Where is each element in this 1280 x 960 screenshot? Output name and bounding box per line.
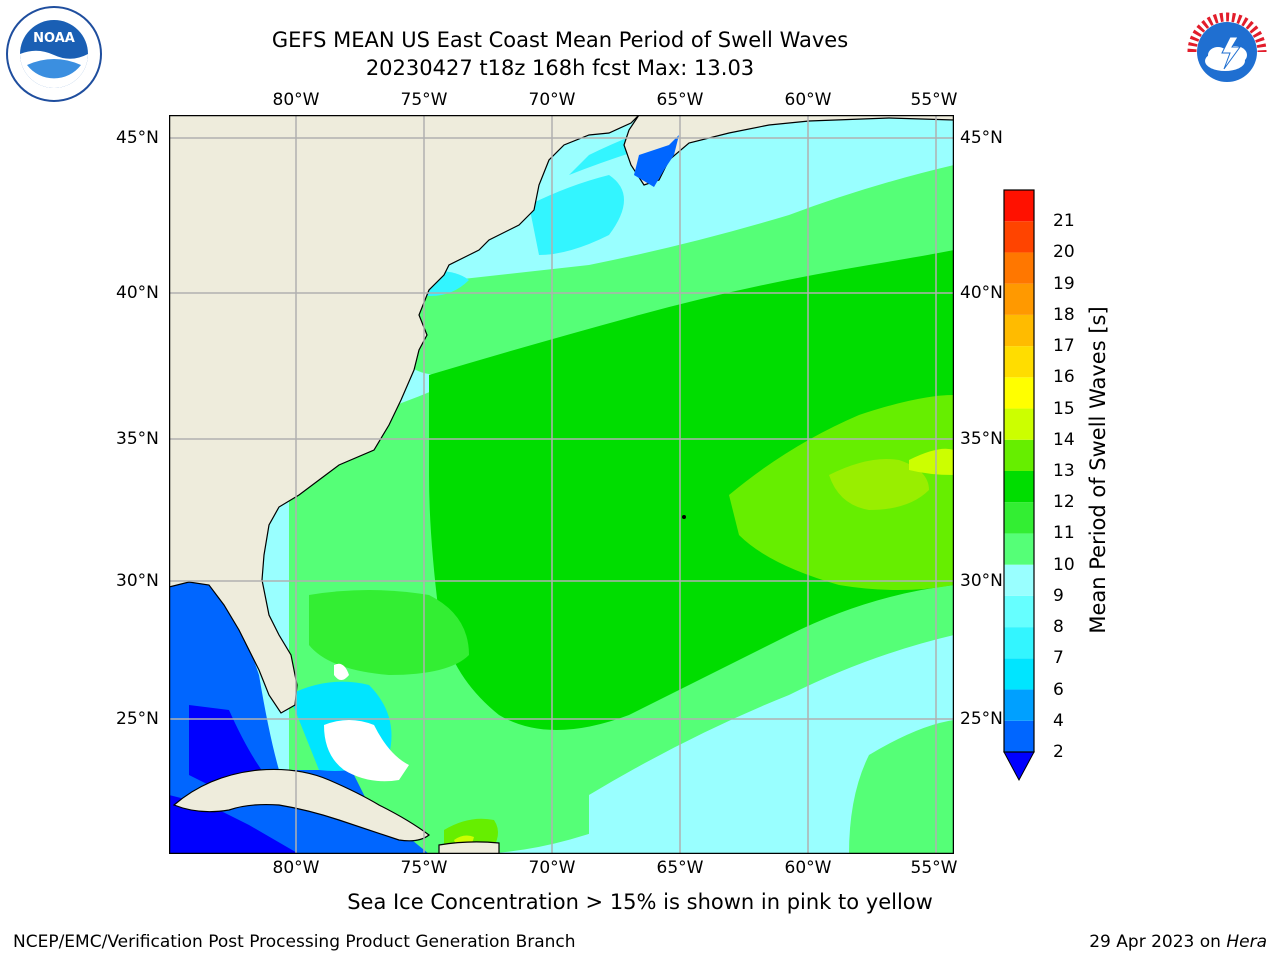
noaa-logo: NOAA — [6, 6, 102, 102]
colorbar-segment — [1004, 720, 1034, 752]
colorbar-segment — [1004, 283, 1034, 315]
date-stamp: 29 Apr 2023 on Hera — [1089, 932, 1267, 952]
colorbar-tick-label: 11 — [1053, 523, 1075, 544]
lat-label-right: 40°N — [960, 283, 1003, 303]
colorbar-tick-label: 9 — [1053, 585, 1064, 606]
cuba-landmass — [172, 768, 430, 842]
colorbar-segment — [1004, 595, 1034, 628]
sea-ice-note: Sea Ice Concentration > 15% is shown in … — [347, 890, 933, 914]
colorbar-tick-label: 10 — [1053, 554, 1075, 575]
colorbar-segment — [1004, 471, 1034, 503]
colorbar-tick-label: 17 — [1053, 336, 1075, 357]
colorbar-segment — [1004, 377, 1034, 409]
nws-logo — [1181, 6, 1273, 98]
lon-label-top: 65°W — [656, 90, 704, 110]
lat-label-right: 45°N — [960, 128, 1003, 148]
colorbar-segment — [1004, 502, 1034, 534]
colorbar-tick-label: 13 — [1053, 461, 1075, 481]
lon-label-bottom: 70°W — [528, 858, 576, 878]
us-landmass — [169, 115, 640, 714]
colorbar-tick-label: 2 — [1053, 742, 1064, 762]
graticule — [169, 115, 954, 854]
colorbar-segment — [1004, 314, 1034, 347]
lat-label-left: 30°N — [116, 571, 159, 591]
colorbar-tick-label: 16 — [1053, 367, 1075, 388]
colorbar-segment — [1004, 190, 1034, 222]
colorbar — [1003, 189, 1035, 782]
colorbar-tick-label: 19 — [1053, 273, 1075, 294]
lon-label-bottom: 55°W — [910, 858, 958, 878]
colorbar-tick-label: 18 — [1053, 304, 1075, 325]
colorbar-tick-label: 7 — [1053, 648, 1064, 669]
chart-subtitle: 20230427 t18z 168h fcst Max: 13.03 — [365, 56, 755, 80]
colorbar-segment — [1004, 564, 1034, 596]
lon-label-bottom: 80°W — [272, 858, 320, 878]
lon-label-top: 80°W — [272, 90, 320, 110]
lat-label-right: 35°N — [960, 429, 1003, 449]
colorbar-segment — [1004, 408, 1034, 440]
lat-label-left: 45°N — [116, 128, 159, 148]
noaa-logo-text: NOAA — [33, 31, 75, 46]
lon-label-top: 55°W — [910, 90, 958, 110]
colorbar-tick-label: 20 — [1053, 242, 1075, 263]
lon-label-bottom: 60°W — [784, 858, 832, 878]
lon-label-bottom: 75°W — [400, 858, 448, 878]
machine-name: Hera — [1226, 932, 1267, 952]
colorbar-segment — [1004, 346, 1034, 378]
lat-label-right: 25°N — [960, 709, 1003, 729]
lat-label-right: 30°N — [960, 571, 1003, 591]
lon-label-top: 75°W — [400, 90, 448, 110]
colorbar-title: Mean Period of Swell Waves [s] — [1086, 306, 1110, 634]
colorbar-segment — [1004, 658, 1034, 690]
chart-title: GEFS MEAN US East Coast Mean Period of S… — [271, 28, 849, 52]
colorbar-segment — [1004, 439, 1034, 471]
colorbar-segment — [1004, 533, 1034, 565]
swell-period-10-11 — [429, 250, 954, 730]
colorbar-segment — [1004, 221, 1034, 253]
lon-label-top: 70°W — [528, 90, 576, 110]
colorbar-tick-label: 15 — [1053, 398, 1075, 419]
colorbar-segment — [1004, 689, 1034, 721]
lon-label-top: 60°W — [784, 90, 832, 110]
colorbar-tick-label: 14 — [1053, 429, 1075, 450]
colorbar-tick-label: 8 — [1053, 617, 1064, 638]
colorbar-segment — [1004, 252, 1034, 284]
colorbar-tick-label: 4 — [1053, 710, 1064, 731]
lat-label-left: 25°N — [116, 709, 159, 729]
colorbar-tick-label: 12 — [1053, 492, 1075, 513]
date-text: 29 Apr 2023 on — [1089, 932, 1221, 952]
lat-label-left: 35°N — [116, 429, 159, 449]
lat-label-left: 40°N — [116, 283, 159, 303]
colorbar-tick-label: 6 — [1053, 679, 1064, 700]
credit-text: NCEP/EMC/Verification Post Processing Pr… — [13, 932, 576, 952]
maritime-landmass — [623, 115, 954, 186]
bahamas-no-data — [324, 720, 409, 782]
map-frame — [169, 115, 954, 854]
colorbar-segment — [1004, 627, 1034, 659]
lon-label-bottom: 65°W — [656, 858, 704, 878]
map-panel — [169, 115, 954, 854]
colorbar-tick-label: 21 — [1053, 211, 1075, 232]
